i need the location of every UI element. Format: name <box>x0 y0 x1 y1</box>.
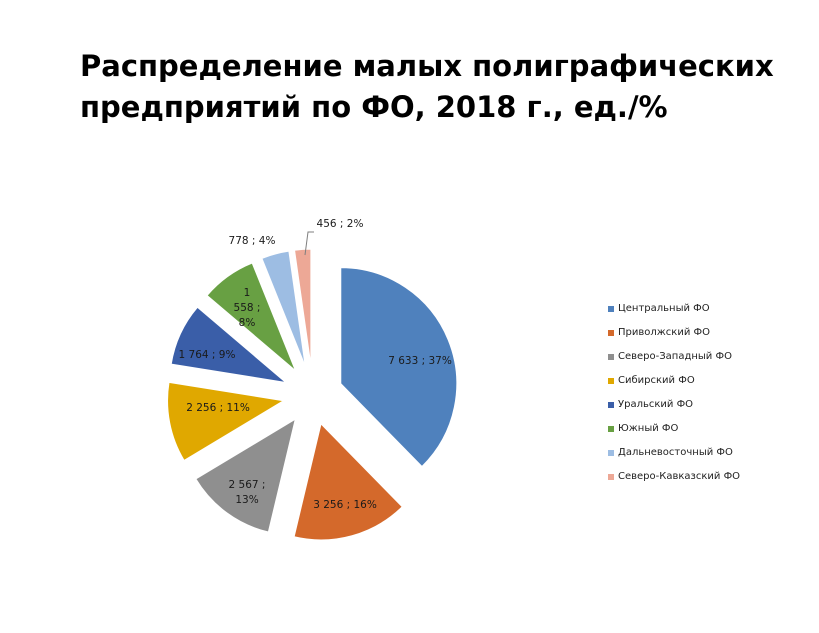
legend-label-fareast: Дальневосточный ФО <box>618 447 733 458</box>
data-label-central: 7 633 ; 37% <box>388 355 452 367</box>
pie-slice-volga <box>293 422 403 541</box>
legend-label-northwest: Северо-Западный ФО <box>618 351 732 362</box>
data-label-northwest: 2 567 ; 13% <box>229 479 266 506</box>
data-label-southern: 1 558 ; 8% <box>234 287 261 329</box>
legend-label-siberian: Сибирский ФО <box>618 375 695 386</box>
legend-label-central: Центральный ФО <box>618 303 710 314</box>
legend-swatch-ural <box>608 402 614 408</box>
legend-swatch-central <box>608 306 614 312</box>
pie-slice-ural <box>170 306 288 384</box>
legend-label-northcaucasus: Северо-Кавказский ФО <box>618 471 741 482</box>
chart-title: Распределение малых полиграфических пред… <box>80 46 780 128</box>
legend-swatch-volga <box>608 330 614 336</box>
pie-slice-southern <box>206 262 296 372</box>
data-label-volga: 3 256 ; 16% <box>313 499 377 511</box>
data-label-siberian: 2 256 ; 11% <box>186 402 250 414</box>
legend-label-ural: Уральский ФО <box>618 399 694 410</box>
legend-swatch-northwest <box>608 354 614 360</box>
chart-title-line-1: Распределение малых полиграфических <box>80 49 774 83</box>
pie-slice-northwest <box>195 418 297 533</box>
legend-swatch-southern <box>608 426 614 432</box>
legend-swatch-northcaucasus <box>608 474 614 480</box>
data-label-ural: 1 764 ; 9% <box>179 349 236 361</box>
leader-line-northcaucasus <box>304 231 314 256</box>
pie-slice-fareast <box>261 250 306 367</box>
pie-slice-northcaucasus <box>293 248 312 366</box>
pie-slice-siberian <box>167 381 285 462</box>
data-label-fareast: 778 ; 4% <box>229 235 276 247</box>
legend-label-southern: Южный ФО <box>618 423 679 434</box>
legend-swatch-siberian <box>608 378 614 384</box>
pie-slice-central <box>340 267 458 468</box>
legend-label-volga: Приволжский ФО <box>618 327 710 338</box>
chart-title-line-2: предприятий по ФО, 2018 г., ед./% <box>80 90 668 124</box>
data-label-northcaucasus: 456 ; 2% <box>317 218 364 230</box>
legend-swatch-fareast <box>608 450 614 456</box>
